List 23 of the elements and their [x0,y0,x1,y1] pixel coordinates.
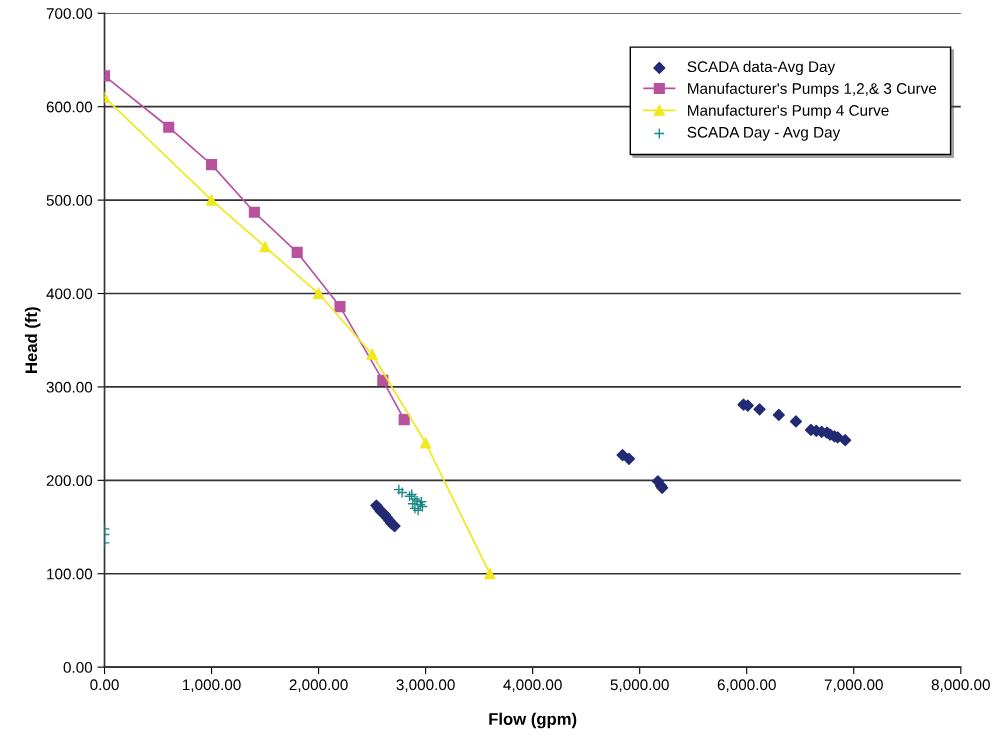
x-tick-label: 8,000.00 [931,679,990,692]
y-tick-label: 0.00 [63,662,93,673]
y-tick-label: 300.00 [46,381,93,393]
y-tick-label: 700.00 [46,8,93,19]
x-tick-label: 0.00 [90,679,119,691]
legend-label: SCADA Day - Avg Day [687,126,841,141]
x-tick-label: 5,000.00 [610,679,669,692]
y-tick-label: 100.00 [47,568,93,580]
x-tick-label: 3,000.00 [396,679,455,692]
y-tick-label: 500.00 [46,194,93,206]
legend-label: Manufacturer's Pumps 1,2,& 3 Curve [688,82,937,97]
x-tick-label: 2,000.00 [289,679,348,692]
legend-label: SCADA data-Avg Day [687,60,836,76]
legend-label: Manufacturer's Pump 4 Curve [688,104,889,119]
x-tick-label: 6,000.00 [717,679,776,692]
x-tick-label: 4,000.00 [503,679,562,692]
x-tick-label: 7,000.00 [824,679,883,692]
x-axis-title: Flow (gpm) [489,712,577,729]
y-tick-label: 200.00 [46,475,93,487]
y-tick-label: 400.00 [46,288,93,300]
y-tick-label: 600.00 [46,101,93,113]
x-tick-label: 1,000.00 [182,679,241,692]
y-axis-title: Head (ft) [24,307,41,373]
